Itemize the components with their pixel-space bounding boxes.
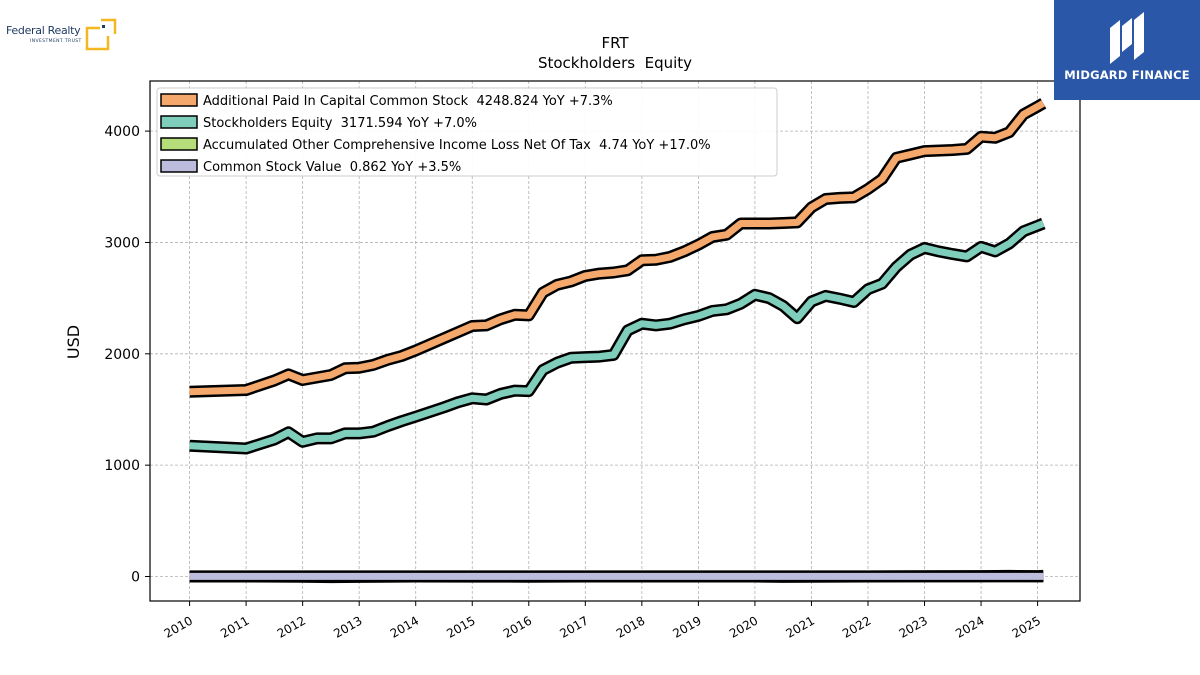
series-1-line (189, 220, 1045, 452)
y-tick-label: 1000 (104, 458, 140, 474)
x-tick-label: 2017 (557, 613, 590, 640)
y-tick-label: 4000 (104, 124, 140, 140)
legend-label: Common Stock Value 0.862 YoY +3.5% (203, 160, 461, 175)
legend: Additional Paid In Capital Common Stock … (156, 87, 778, 177)
x-tick-label: 2019 (670, 613, 703, 640)
x-tick-label: 2010 (162, 613, 195, 640)
y-axis-label: USD (64, 325, 83, 359)
x-tick-label: 2023 (897, 613, 930, 640)
federal-realty-logo: Federal Realty INVESTMENT TRUST (6, 18, 117, 54)
x-tick-label: 2014 (388, 613, 421, 640)
x-tick-label: 2024 (953, 613, 986, 640)
legend-box (156, 87, 778, 177)
square-logo-icon (85, 18, 117, 51)
x-tick-label: 2020 (727, 613, 760, 640)
midgard-finance-logo: MIDGARD FINANCE (1054, 0, 1200, 100)
legend-swatch (160, 137, 198, 151)
chart-subtitle: Stockholders Equity (538, 54, 692, 72)
y-tick-label: 0 (131, 570, 140, 586)
x-tick-label: 2011 (218, 613, 251, 640)
series-layer (189, 98, 1047, 584)
x-tick-label: 2012 (275, 613, 308, 640)
x-tick-label: 2016 (501, 613, 534, 640)
x-tick-label: 2021 (784, 613, 817, 640)
legend-swatch (160, 115, 198, 129)
legend-swatch (160, 159, 198, 173)
y-tick-label: 2000 (104, 347, 140, 363)
x-tick-label: 2018 (614, 613, 647, 640)
chart-title: FRT (601, 34, 629, 52)
plot-frame (149, 80, 1081, 602)
x-axis: 2010 2011 2012 2013 2014 2015 2016 2017 2018 2019… (162, 601, 1043, 641)
y-tick-label: 3000 (104, 235, 140, 251)
legend-label: Stockholders Equity 3171.594 YoY +7.0% (203, 116, 477, 131)
x-tick-label: 2022 (840, 613, 873, 640)
series-0-line (189, 100, 1046, 396)
legend-swatch (160, 93, 198, 107)
legend-label: Accumulated Other Comprehensive Income L… (203, 138, 711, 153)
x-tick-label: 2015 (444, 613, 477, 640)
right-logo-name: MIDGARD FINANCE (1064, 68, 1190, 82)
x-tick-label: 2013 (331, 613, 364, 640)
series-1-outline (189, 217, 1046, 455)
legend-label: Additional Paid In Capital Common Stock … (203, 94, 613, 109)
left-logo-sub: INVESTMENT TRUST (30, 39, 82, 44)
left-logo-name: Federal Realty (6, 24, 81, 37)
x-tick-label: 2025 (1010, 613, 1043, 640)
midgard-mark-icon (1110, 12, 1144, 64)
y-axis: 0 1000 2000 3000 4000 (104, 124, 150, 586)
